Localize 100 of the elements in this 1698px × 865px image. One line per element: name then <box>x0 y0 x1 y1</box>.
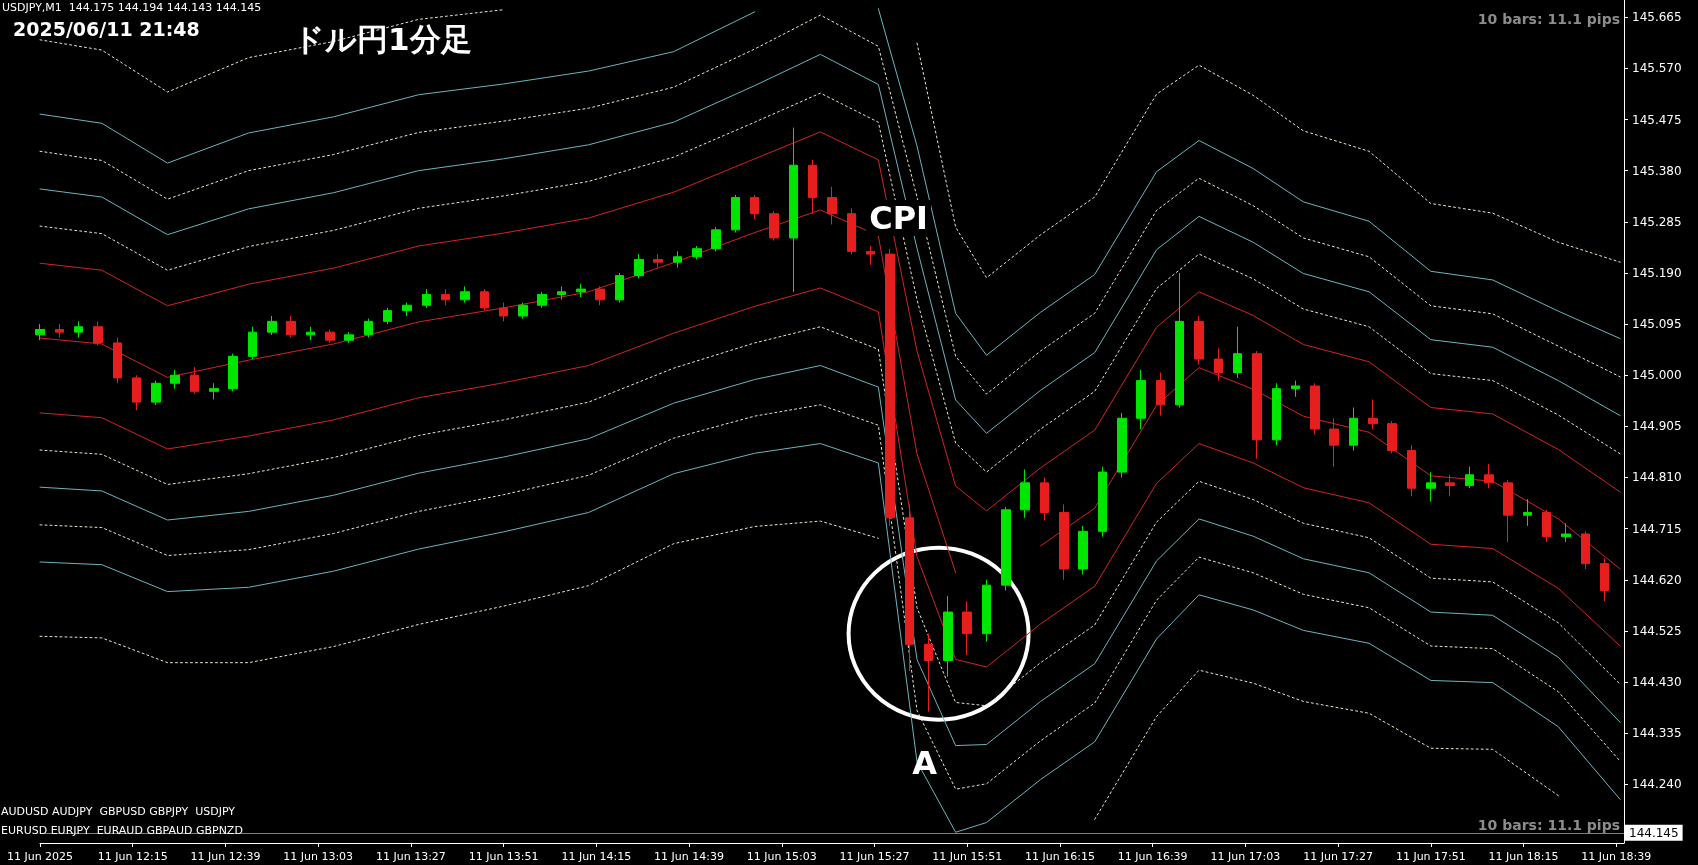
candlestick <box>711 226 721 252</box>
line-series <box>39 53 1621 434</box>
candlestick <box>383 307 392 325</box>
candlestick <box>1349 407 1358 452</box>
y-tick-label: 145.380 <box>1632 163 1682 178</box>
annotation: 10 bars: 11.1 pips <box>1477 817 1620 833</box>
candlestick <box>1252 350 1262 460</box>
candlestick <box>1368 398 1378 430</box>
candlestick <box>866 245 875 266</box>
x-tick-label: 11 Jun 12:15 <box>97 850 168 863</box>
candlestick <box>1175 272 1184 408</box>
candlestick <box>422 288 431 309</box>
candlestick <box>905 503 914 672</box>
x-tick-label: 11 Jun 15:27 <box>839 850 910 863</box>
candlestick <box>402 302 412 317</box>
candlestick <box>209 382 219 400</box>
candlestick <box>325 328 335 344</box>
candlestick <box>885 248 895 527</box>
candlestick <box>769 210 779 242</box>
candlestick <box>1020 468 1030 519</box>
candlestick <box>1272 382 1281 446</box>
y-tick-label: 145.285 <box>1632 214 1682 229</box>
candlestick <box>286 315 296 339</box>
ref-line-label: 144.145 <box>1629 825 1679 840</box>
text: ドル円1分足 <box>293 20 472 57</box>
candlestick <box>924 633 933 713</box>
y-tick-label: 144.525 <box>1632 623 1682 638</box>
y-tick-label: 145.570 <box>1632 61 1682 76</box>
x-tick-label: 11 Jun 17:03 <box>1210 850 1281 863</box>
annotation: 10 bars: 11.1 pips <box>1477 11 1620 27</box>
candlestick <box>518 302 528 320</box>
candlestick <box>1503 479 1513 543</box>
candlestick <box>1445 474 1455 497</box>
line-series <box>39 287 1621 668</box>
y-tick-label: 144.335 <box>1632 726 1682 741</box>
candlestick <box>499 302 508 322</box>
x-tick-label: 11 Jun 13:51 <box>468 850 539 863</box>
candlestick <box>576 283 586 298</box>
candlestick <box>248 326 257 360</box>
candlestick <box>1136 369 1146 430</box>
candlestick <box>731 194 740 234</box>
candlestick <box>962 600 972 656</box>
candlestick <box>847 207 856 255</box>
annotation: A <box>912 743 938 782</box>
candlestick <box>1310 382 1320 435</box>
line-series <box>39 365 1621 747</box>
candlestick <box>480 288 489 312</box>
candlestick <box>113 337 122 384</box>
x-tick-label: 11 Jun 14:39 <box>654 850 724 863</box>
candlestick <box>151 380 161 406</box>
candlestick <box>1291 380 1300 398</box>
candlestick <box>750 194 759 220</box>
y-tick-label: 144.430 <box>1632 675 1682 690</box>
candlestick <box>943 595 953 678</box>
text: 2025/06/11 21:48 <box>13 17 200 40</box>
x-tick-label: 11 Jun 15:03 <box>746 850 817 863</box>
candlestick <box>306 326 315 341</box>
candlestick <box>1233 326 1242 379</box>
candlestick <box>1214 347 1223 382</box>
y-tick-label: 144.715 <box>1632 521 1682 536</box>
y-tick-label: 145.000 <box>1632 368 1682 383</box>
annotation: AUDUSD AUDJPY GBPUSD GBPJPY USDJPY <box>1 805 236 818</box>
candlestick <box>441 288 450 306</box>
x-tick-label: 11 Jun 17:51 <box>1395 850 1466 863</box>
candlestick <box>615 272 624 304</box>
x-tick-label: 11 Jun 18:15 <box>1488 850 1559 863</box>
candlestick <box>170 369 180 390</box>
line-series <box>39 404 1621 790</box>
candlestick <box>1156 372 1165 417</box>
y-tick-label: 145.095 <box>1632 317 1682 332</box>
x-tick-label: 11 Jun 17:27 <box>1303 850 1374 863</box>
candlestick <box>808 159 817 215</box>
candlestick <box>673 250 682 269</box>
candlestick <box>1117 412 1127 478</box>
candlestick <box>982 579 991 643</box>
candlestick <box>1040 476 1049 522</box>
candlestick <box>537 291 547 309</box>
x-tick-label: 11 Jun 16:39 <box>1117 850 1188 863</box>
line-series <box>39 92 1621 473</box>
candlestick <box>132 374 141 411</box>
candlestick <box>1465 466 1474 489</box>
candlestick <box>190 366 199 395</box>
candlestick <box>1542 509 1551 543</box>
x-tick-label: 11 Jun 13:03 <box>283 850 354 863</box>
x-tick-label: 11 Jun 16:15 <box>1025 850 1095 863</box>
annotation: EURUSD EURJPY EURAUD GBPAUD GBPNZD <box>1 824 243 837</box>
candlestick <box>1600 557 1609 602</box>
x-tick-label: 11 Jun 18:39 <box>1581 850 1652 863</box>
candlestick <box>1426 471 1436 503</box>
candlestick <box>1001 506 1011 592</box>
candlestick <box>228 353 238 392</box>
x-tick-label: 11 Jun 15:51 <box>932 850 1003 863</box>
annotation: USDJPY,M1 144.175 144.194 144.143 144.145 <box>2 1 262 14</box>
line-series <box>39 326 1621 707</box>
candlestick <box>595 285 605 306</box>
y-tick-label: 144.240 <box>1632 777 1682 792</box>
x-tick-label: 11 Jun 2025 <box>6 850 74 863</box>
x-tick-label: 11 Jun 13:27 <box>375 850 446 863</box>
candlestick <box>1387 420 1397 454</box>
y-tick-label: 144.905 <box>1632 419 1682 434</box>
